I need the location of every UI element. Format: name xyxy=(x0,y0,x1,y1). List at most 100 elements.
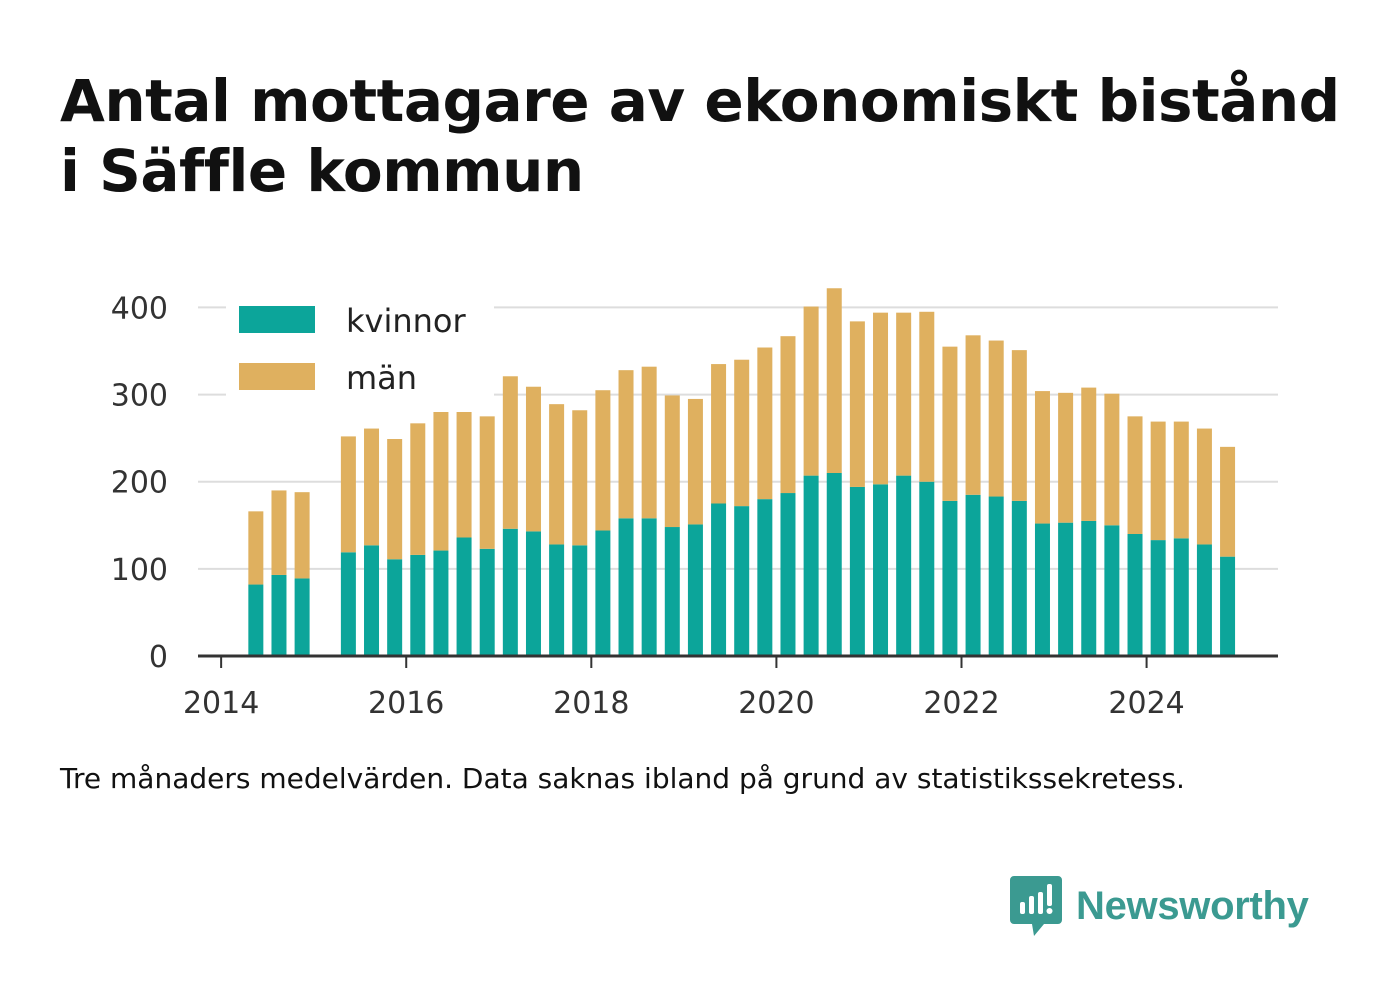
bar-man xyxy=(873,312,889,485)
bar-kvinnor xyxy=(456,537,472,656)
bar-man xyxy=(525,386,541,532)
bar-kvinnor xyxy=(896,475,912,656)
bar-kvinnor xyxy=(1150,540,1166,656)
bar-kvinnor xyxy=(572,545,588,656)
legend-label: män xyxy=(346,359,417,397)
bar-kvinnor xyxy=(1081,520,1097,656)
bar-kvinnor xyxy=(1058,522,1074,656)
bar-man xyxy=(618,370,634,519)
brand-name: Newsworthy xyxy=(1076,883,1309,928)
x-tick-label: 2020 xyxy=(738,686,814,721)
bar-kvinnor xyxy=(479,548,495,656)
bar-man xyxy=(1081,387,1097,521)
bar-kvinnor xyxy=(433,550,449,656)
bar-man xyxy=(248,511,264,585)
bar-kvinnor xyxy=(734,506,750,656)
x-tick-label: 2016 xyxy=(368,686,444,721)
legend-swatch-man xyxy=(239,363,315,390)
bar-kvinnor xyxy=(988,496,1004,656)
bar-kvinnor xyxy=(1173,538,1189,656)
bar-kvinnor xyxy=(711,503,727,656)
bar-man xyxy=(271,490,287,575)
bar-man xyxy=(687,398,703,525)
bar-man xyxy=(1150,421,1166,541)
bar-man xyxy=(433,403,449,551)
bar-kvinnor xyxy=(387,559,403,656)
bar-kvinnor xyxy=(780,493,796,656)
bar-man xyxy=(849,321,865,487)
bar-man xyxy=(641,366,657,519)
bar-man xyxy=(988,340,1004,497)
legend-label: kvinnor xyxy=(346,302,467,340)
bar-man xyxy=(965,335,981,495)
bar-man xyxy=(1127,416,1143,534)
bar-man xyxy=(364,428,380,546)
bar-man xyxy=(1104,393,1120,526)
bar-man xyxy=(410,423,426,555)
bar-kvinnor xyxy=(1034,523,1050,656)
legend-swatch-kvinnor xyxy=(239,306,315,333)
bar-man xyxy=(757,347,773,500)
bar-man xyxy=(549,404,565,545)
bar-kvinnor xyxy=(248,584,264,656)
bar-kvinnor xyxy=(1196,544,1212,656)
bar-kvinnor xyxy=(1104,525,1120,656)
bar-man xyxy=(1034,391,1050,524)
bar-man xyxy=(896,312,912,476)
bar-man xyxy=(1220,446,1236,557)
bar-kvinnor xyxy=(826,473,842,656)
y-tick-label: 300 xyxy=(111,379,168,414)
bar-man xyxy=(572,410,588,546)
bar-kvinnor xyxy=(549,544,565,656)
x-tick-label: 2024 xyxy=(1108,686,1184,721)
bar-kvinnor xyxy=(502,528,518,656)
bar-man xyxy=(387,439,403,560)
bar-kvinnor xyxy=(664,527,680,656)
bar-man xyxy=(502,376,518,529)
bar-man xyxy=(479,416,495,549)
bar-man xyxy=(1058,392,1074,523)
bar-man xyxy=(942,346,958,501)
x-tick-label: 2018 xyxy=(553,686,629,721)
bar-man xyxy=(294,492,310,579)
bar-kvinnor xyxy=(849,486,865,656)
bar-kvinnor xyxy=(803,475,819,656)
bar-chart-speech-bubble-icon xyxy=(1010,876,1062,936)
bar-kvinnor xyxy=(271,574,287,656)
bar-kvinnor xyxy=(687,524,703,656)
title-line-2: i Säffle kommun xyxy=(60,137,584,205)
bar-man xyxy=(826,288,842,473)
x-tick-label: 2022 xyxy=(923,686,999,721)
bar-man xyxy=(919,311,935,482)
bar-man xyxy=(711,364,727,504)
y-tick-label: 100 xyxy=(111,553,168,588)
bar-kvinnor xyxy=(1220,556,1236,656)
bar-kvinnor xyxy=(1011,500,1027,656)
bar-man xyxy=(780,336,796,494)
bar-man xyxy=(595,390,611,531)
bar-kvinnor xyxy=(641,518,657,656)
brand-logo: Newsworthy xyxy=(1010,876,1309,936)
bar-kvinnor xyxy=(525,531,541,656)
bar-kvinnor xyxy=(757,499,773,656)
bar-man xyxy=(803,306,819,476)
bar-kvinnor xyxy=(1127,534,1143,656)
bar-kvinnor xyxy=(340,552,356,656)
y-tick-label: 0 xyxy=(149,640,168,675)
bar-man xyxy=(734,359,750,507)
bar-kvinnor xyxy=(410,554,426,656)
bar-man xyxy=(1196,428,1212,545)
bar-kvinnor xyxy=(873,484,889,656)
bar-kvinnor xyxy=(618,518,634,656)
bar-kvinnor xyxy=(942,500,958,656)
bar-man xyxy=(456,397,472,538)
bar-kvinnor xyxy=(965,494,981,656)
bar-man xyxy=(340,436,356,553)
chart-footnote: Tre månaders medelvärden. Data saknas ib… xyxy=(60,762,1185,795)
bar-kvinnor xyxy=(364,545,380,656)
bar-man xyxy=(1011,350,1027,501)
chart-title: Antal mottagare av ekonomiskt bistånd i … xyxy=(60,66,1340,206)
y-tick-label: 200 xyxy=(111,466,168,501)
title-line-1: Antal mottagare av ekonomiskt bistånd xyxy=(60,67,1340,135)
